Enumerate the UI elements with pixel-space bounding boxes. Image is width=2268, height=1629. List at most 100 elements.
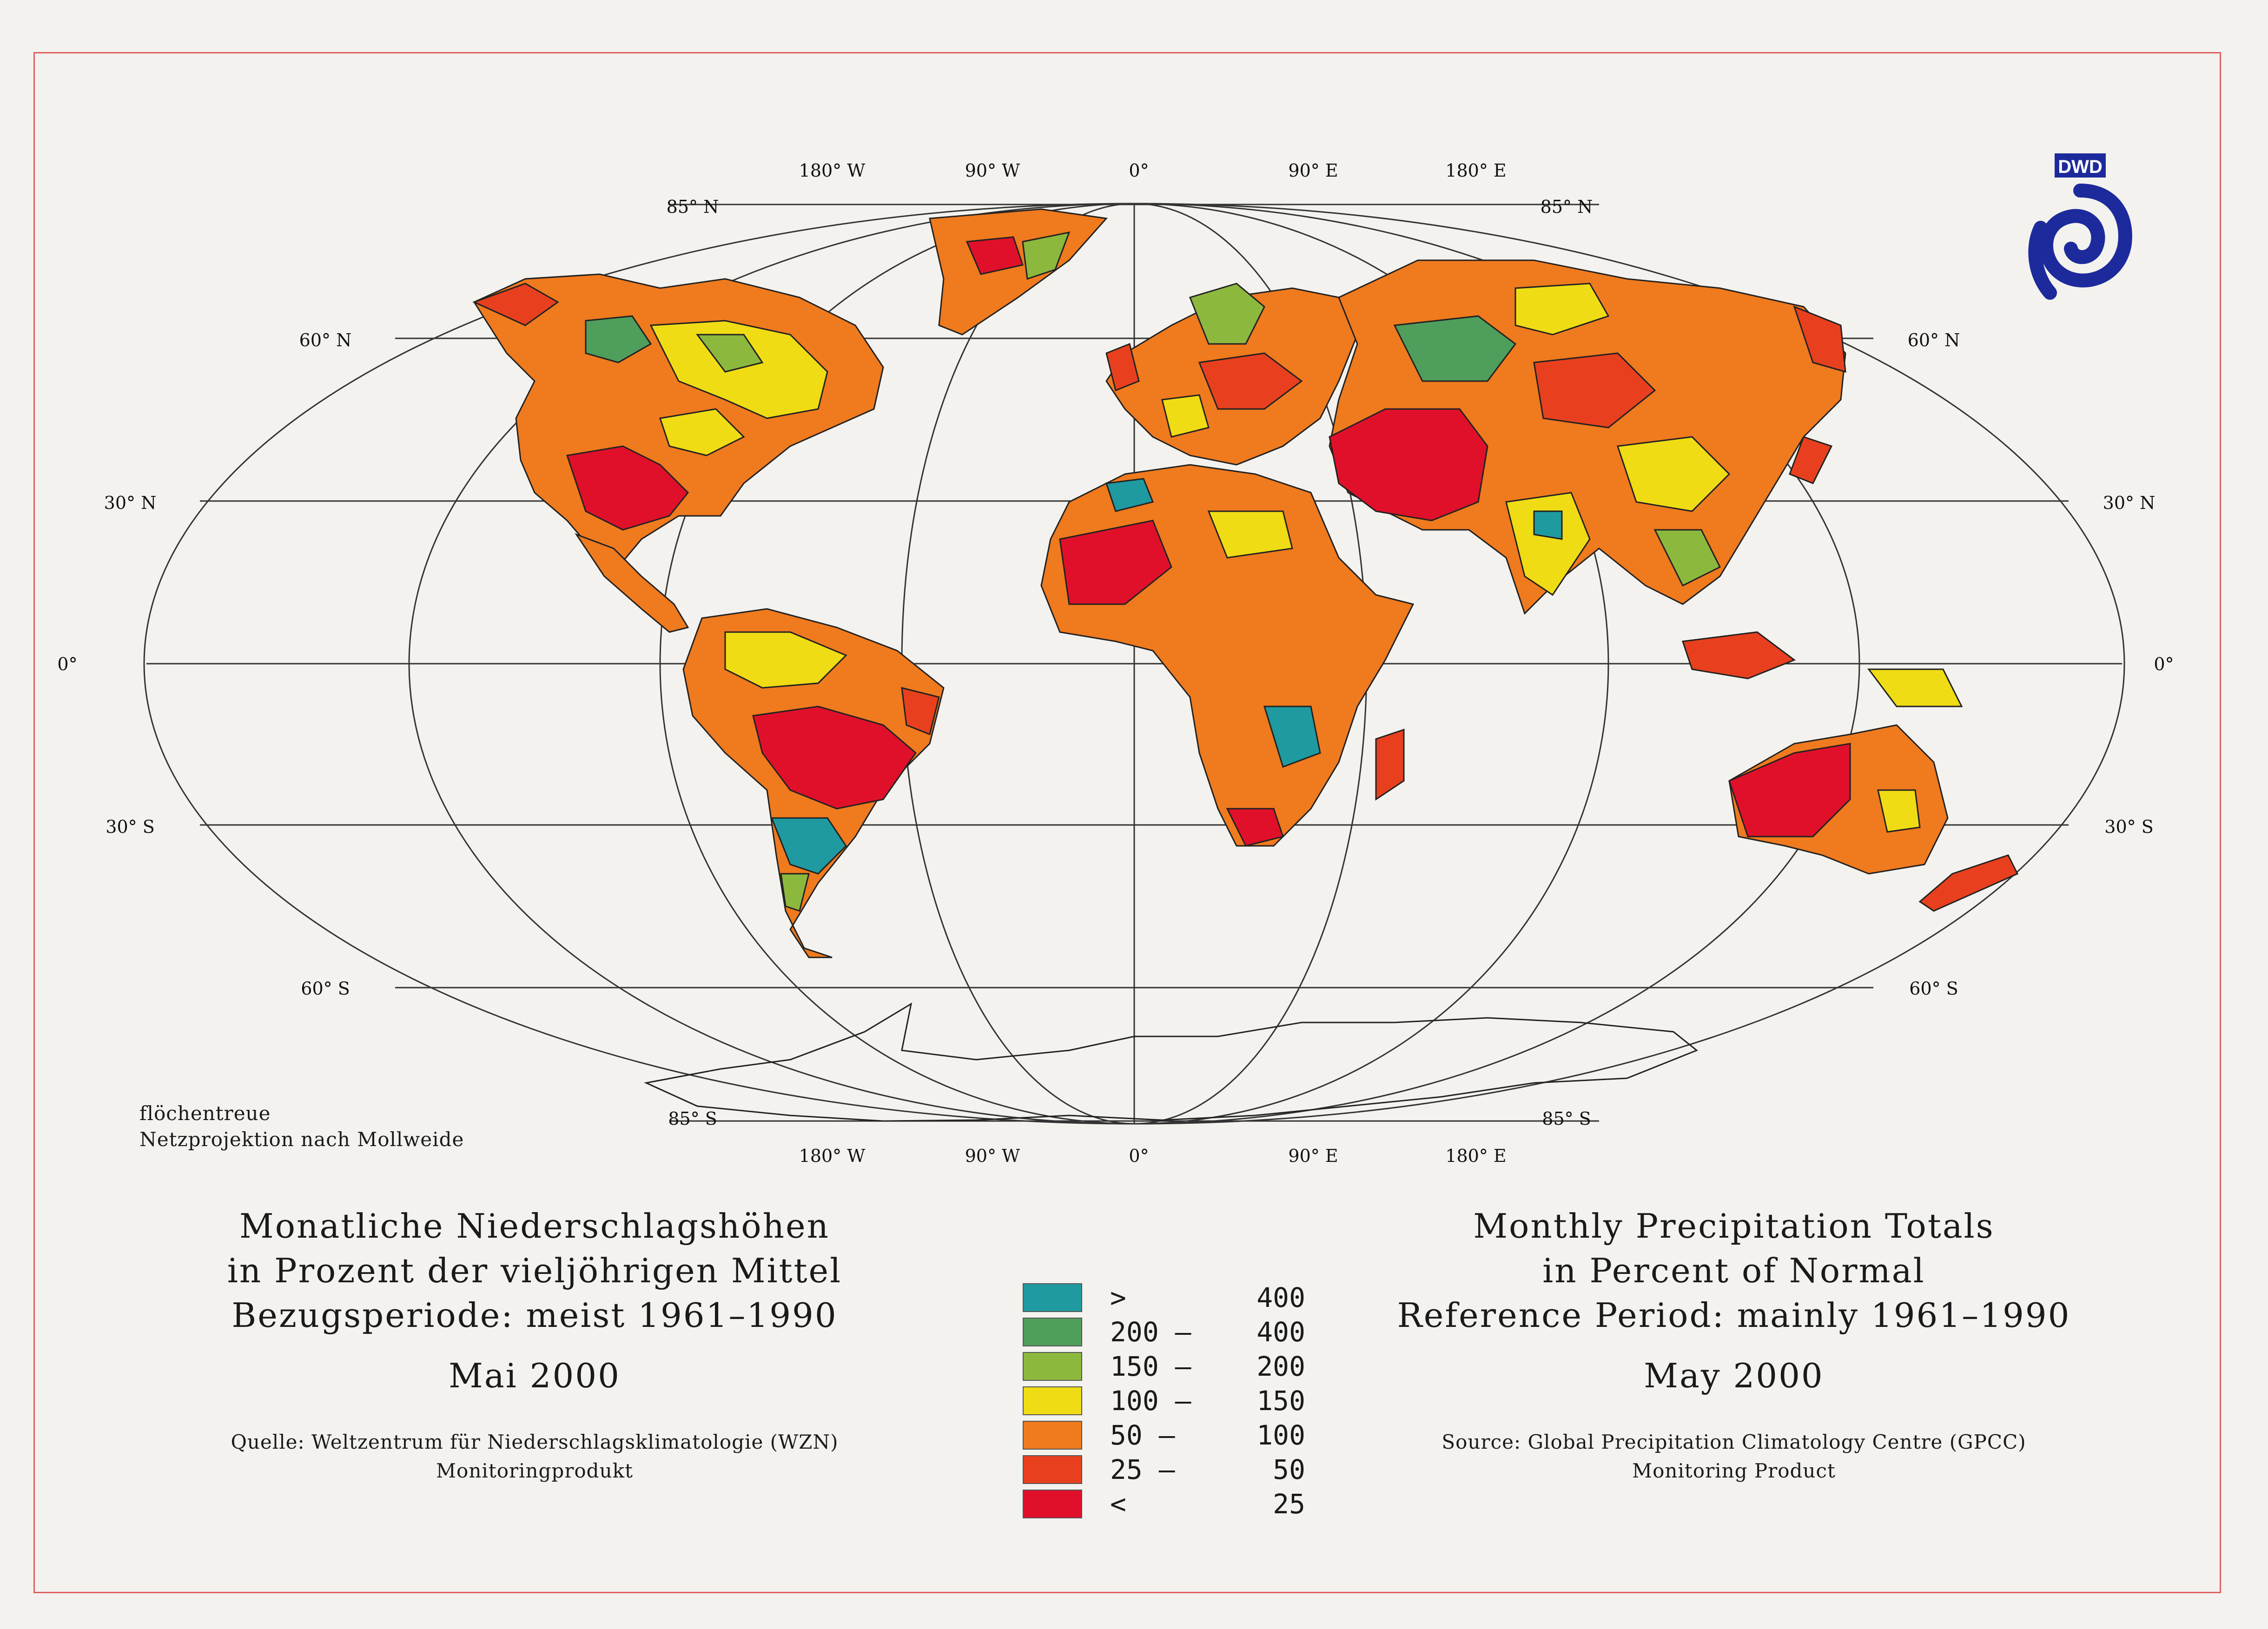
legend-range-end: 400 bbox=[1256, 1282, 1305, 1313]
legend-swatch bbox=[1023, 1283, 1082, 1312]
legend-label: <25 bbox=[1110, 1488, 1305, 1520]
top-lon-label: 90° E bbox=[1288, 160, 1338, 181]
bottom-lon-label: 180° E bbox=[1445, 1146, 1506, 1166]
lat-label-left: 85° N bbox=[667, 197, 719, 217]
german-title-block: Monatliche Niederschlagshöhen in Prozent… bbox=[186, 1204, 883, 1485]
legend-label: 200 – 400 bbox=[1110, 1316, 1305, 1348]
argentina-green bbox=[780, 873, 810, 912]
canada-yellow bbox=[649, 320, 828, 419]
german-month: Mai 2000 bbox=[449, 1356, 621, 1395]
german-source-line: Quelle: Weltzentrum für Niederschlagskli… bbox=[231, 1431, 839, 1453]
english-title-block: Monthly Precipitation Totals in Percent … bbox=[1385, 1204, 2083, 1485]
europe-yellow bbox=[1161, 394, 1210, 438]
legend-range-end: 150 bbox=[1256, 1385, 1305, 1417]
dwd-logo: DWD bbox=[2022, 153, 2138, 307]
greenland bbox=[929, 208, 1108, 336]
south-africa-red bbox=[1226, 808, 1284, 847]
japan bbox=[1789, 436, 1833, 484]
australia-red bbox=[1728, 743, 1851, 838]
greenland-green bbox=[1022, 231, 1071, 280]
legend-row: >400 bbox=[1023, 1280, 1305, 1315]
europe-red bbox=[1198, 352, 1303, 410]
legend-range-start: 150 – bbox=[1110, 1351, 1191, 1382]
german-source: Quelle: Weltzentrum für Niederschlagskli… bbox=[186, 1428, 883, 1485]
africa bbox=[1040, 464, 1415, 847]
english-title-line: Reference Period: mainly 1961–1990 bbox=[1397, 1296, 2071, 1335]
lat-label-right: 85° N bbox=[1541, 197, 1593, 217]
dwd-logo-text: DWD bbox=[2058, 157, 2103, 177]
legend-range-start: 200 – bbox=[1110, 1316, 1191, 1348]
lat-label-right: 30° N bbox=[2103, 493, 2156, 513]
legend-label: 25 – 50 bbox=[1110, 1454, 1305, 1485]
bottom-lon-label: 180° W bbox=[799, 1146, 866, 1166]
europe bbox=[1105, 283, 1358, 466]
argentina-teal bbox=[770, 817, 847, 875]
lat-label-left: 0° bbox=[57, 654, 77, 674]
english-title-line: in Percent of Normal bbox=[1542, 1251, 1925, 1290]
lat-label-left: 30° N bbox=[104, 493, 157, 513]
usa-yellow bbox=[659, 408, 745, 456]
legend-range-start: 25 – bbox=[1110, 1454, 1175, 1485]
asia bbox=[1329, 259, 1846, 615]
brazil-coast-red bbox=[901, 687, 940, 736]
legend-row: 25 – 50 bbox=[1023, 1452, 1305, 1487]
legend-label: >400 bbox=[1110, 1282, 1305, 1313]
bottom-lon-label: 0° bbox=[1129, 1146, 1149, 1166]
india-teal bbox=[1533, 510, 1563, 540]
german-title-line: in Prozent der vieljöhrigen Mittel bbox=[227, 1251, 842, 1290]
legend-range-start: > bbox=[1110, 1282, 1126, 1313]
central-africa-teal bbox=[1263, 706, 1321, 768]
english-source-line: Monitoring Product bbox=[1632, 1459, 1836, 1482]
madagascar bbox=[1375, 728, 1405, 801]
legend-swatch bbox=[1023, 1352, 1082, 1381]
top-lon-label: 90° W bbox=[965, 160, 1020, 181]
lat-label-left: 85° S bbox=[668, 1108, 717, 1129]
scandinavia-green bbox=[1189, 283, 1265, 345]
central-asia-red bbox=[1533, 352, 1656, 429]
south-america bbox=[682, 608, 945, 958]
sahara-yellow bbox=[1207, 510, 1293, 559]
legend-swatch bbox=[1023, 1318, 1082, 1346]
lat-label-right: 30° S bbox=[2104, 817, 2153, 837]
top-lon-label: 180° E bbox=[1445, 160, 1506, 181]
amazon-yellow bbox=[724, 631, 847, 689]
legend-label: 50 – 100 bbox=[1110, 1419, 1305, 1451]
legend-row: 150 – 200 bbox=[1023, 1349, 1305, 1384]
uk-red bbox=[1105, 343, 1140, 392]
north-america bbox=[472, 208, 1108, 633]
legend-row: 200 – 400 bbox=[1023, 1315, 1305, 1349]
lat-label-left: 60° N bbox=[299, 330, 352, 350]
kamchatka bbox=[1793, 305, 1846, 373]
legend: >400 200 – 400 150 – 200 100 – 150 50 –100 … bbox=[1023, 1280, 1305, 1521]
red-border-frame bbox=[33, 52, 2221, 1593]
graticule-labels: 180° W 90° W 0° 90° E 180° E 180° W 90° … bbox=[57, 160, 2174, 1166]
siberia-green bbox=[1393, 315, 1517, 382]
brazil-red bbox=[752, 706, 917, 810]
siberia-yellow bbox=[1514, 283, 1610, 336]
lat-label-right: 0° bbox=[2154, 654, 2174, 674]
dwd-logo-box bbox=[2055, 153, 2106, 178]
legend-swatch bbox=[1023, 1455, 1082, 1484]
india-yellow bbox=[1505, 492, 1591, 596]
se-asia-green bbox=[1653, 529, 1721, 587]
legend-label: 150 – 200 bbox=[1110, 1351, 1305, 1382]
legend-range-end: 25 bbox=[1273, 1488, 1305, 1520]
german-source-line: Monitoringprodukt bbox=[436, 1459, 633, 1482]
lat-label-left: 60° S bbox=[301, 978, 350, 999]
legend-swatch bbox=[1023, 1421, 1082, 1450]
sahara-red bbox=[1059, 520, 1172, 605]
lat-label-right: 60° N bbox=[1908, 330, 1960, 350]
top-lon-label: 180° W bbox=[799, 160, 866, 181]
legend-range-start: 100 – bbox=[1110, 1385, 1191, 1417]
projection-note-line: Netzprojektion nach Mollweide bbox=[139, 1128, 464, 1151]
greenland-red bbox=[965, 236, 1024, 275]
legend-swatch bbox=[1023, 1490, 1082, 1518]
legend-swatch bbox=[1023, 1386, 1082, 1415]
new-guinea bbox=[1867, 668, 1963, 707]
english-source-line: Source: Global Precipitation Climatology… bbox=[1441, 1431, 2026, 1453]
projection-note: flöchentreue Netzprojektion nach Mollwei… bbox=[139, 1101, 464, 1153]
australia bbox=[1681, 631, 2019, 912]
hudson-green bbox=[696, 334, 764, 373]
middle-east-red bbox=[1329, 408, 1488, 521]
